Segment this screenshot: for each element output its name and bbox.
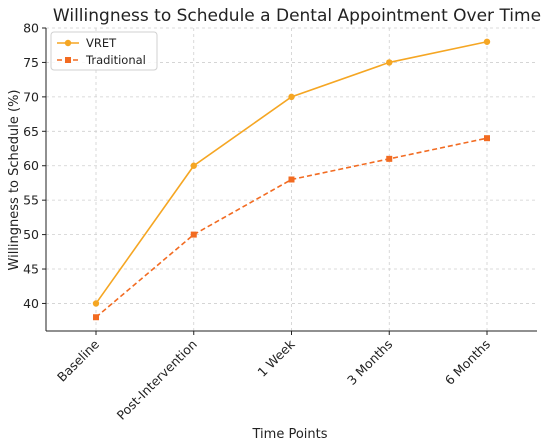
- data-point-vret: [386, 59, 393, 66]
- y-axis-label: Willingness to Schedule (%): [7, 90, 22, 271]
- x-tick-label: 6 Months: [442, 337, 493, 388]
- data-point-vret: [190, 162, 197, 169]
- legend-item-vret: VRET: [57, 36, 117, 50]
- legend-label: VRET: [86, 36, 117, 50]
- y-tick-label: 65: [23, 124, 39, 139]
- series-layer: [92, 38, 491, 321]
- y-axis-ticks: 40 45 50 55 60 65 70 75 80: [23, 21, 46, 311]
- x-axis-label: Time Points: [252, 427, 328, 442]
- data-point-traditional: [190, 231, 197, 238]
- data-point-vret: [288, 93, 295, 101]
- x-tick-label: 3 Months: [344, 337, 395, 388]
- data-point-traditional: [288, 176, 295, 183]
- y-tick-label: 60: [23, 158, 39, 173]
- y-tick-label: 45: [23, 262, 39, 277]
- chart-title: Willingness to Schedule a Dental Appoint…: [53, 6, 541, 26]
- data-point-vret: [483, 38, 491, 45]
- data-point-traditional: [484, 135, 490, 142]
- y-tick-label: 50: [23, 227, 39, 242]
- series-vret: [92, 38, 491, 307]
- y-tick-label: 70: [23, 89, 39, 104]
- legend-item-traditional: Traditional: [57, 53, 146, 67]
- legend-swatch-marker: [65, 57, 71, 63]
- x-tick-label: Baseline: [54, 336, 102, 384]
- x-tick-label: 1 Week: [254, 336, 298, 380]
- legend-label: Traditional: [85, 53, 146, 67]
- series-traditional: [93, 135, 490, 321]
- y-tick-label: 55: [23, 193, 39, 208]
- y-tick-label: 75: [23, 55, 39, 70]
- x-axis-ticks: Baseline Post-Intervention 1 Week 3 Months 6…: [54, 331, 493, 423]
- y-tick-label: 80: [23, 21, 39, 36]
- x-tick-label: Post-Intervention: [114, 337, 200, 423]
- data-point-traditional: [386, 155, 393, 162]
- y-tick-label: 40: [23, 296, 39, 311]
- legend: VRET Traditional: [50, 31, 158, 71]
- legend-swatch-marker: [64, 39, 72, 47]
- data-point-vret: [92, 300, 100, 307]
- data-point-traditional: [93, 314, 99, 321]
